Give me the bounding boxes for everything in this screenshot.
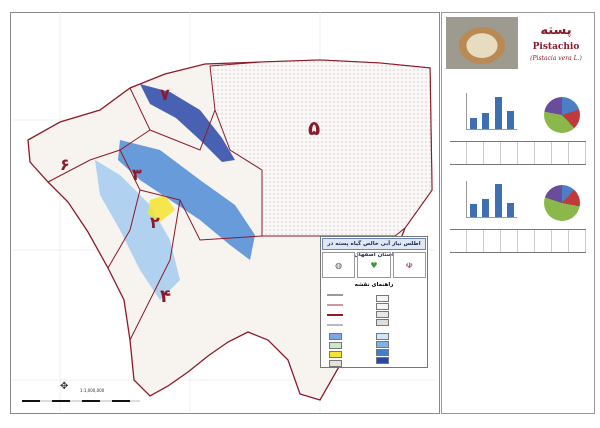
logos: ◍ ♥ ☫ — [322, 252, 426, 278]
legend-line-zone — [327, 314, 343, 316]
bar — [507, 202, 515, 217]
legend-line-boundary — [327, 304, 343, 306]
zone-5-dotted-area — [209, 59, 433, 237]
legend-line-road — [327, 294, 343, 296]
zone-label-4: ۴ — [160, 286, 171, 307]
info-panel: پسته Pistachio (Pistacia vera L.) — [441, 12, 595, 414]
legend-swatch — [329, 342, 342, 349]
bar — [482, 199, 490, 217]
legend-swatch — [376, 341, 389, 348]
map-legend: اطلس نیاز آبی خالص گیاه پسته در استان اص… — [320, 236, 428, 368]
pie-chart-1 — [544, 97, 580, 133]
legend-heading: راهنمای نقشه — [354, 282, 394, 288]
bar — [507, 111, 515, 129]
atlas-title: اطلس نیاز آبی خالص گیاه پسته در استان اص… — [322, 238, 426, 258]
pistachio-area — [148, 195, 175, 222]
zone-label-3: ۳ — [132, 165, 142, 184]
water-need-band-light — [95, 160, 180, 300]
zone-boundaries — [47, 87, 263, 341]
scale-text: 1:1,000,000 — [80, 388, 105, 393]
bar — [494, 96, 502, 129]
bar — [469, 118, 477, 129]
legend-swatch — [376, 311, 389, 318]
globe-logo-icon: ◍ — [322, 252, 356, 278]
bar — [482, 112, 490, 129]
pistachio-photo — [446, 17, 518, 69]
legend-swatch — [329, 360, 342, 367]
bar — [469, 204, 477, 217]
bar-chart-1 — [466, 93, 517, 130]
legend-swatch — [376, 319, 389, 326]
crop-name-fa: پسته — [540, 23, 572, 38]
legend-swatch — [376, 303, 389, 310]
legend-swatch — [376, 333, 389, 340]
crop-name-en: Pistachio — [532, 42, 580, 52]
chart-block-1 — [446, 85, 590, 169]
legend-swatch — [376, 349, 389, 356]
legend-swatch — [329, 351, 342, 358]
scale-bar — [22, 400, 140, 402]
zone-label-5: ۵ — [308, 116, 320, 140]
legend-swatch — [376, 357, 389, 364]
pie-chart-2 — [544, 185, 580, 221]
data-table-1 — [450, 141, 586, 165]
legend-swatch — [329, 333, 342, 340]
water-need-band-dark — [140, 84, 235, 162]
leaf-logo-icon: ♥ — [357, 252, 391, 278]
legend-line-river — [327, 324, 343, 326]
emblem-icon: ☫ — [392, 252, 426, 278]
crop-scientific-name: (Pistacia vera L.) — [530, 55, 582, 62]
north-arrow-icon: ✥ — [60, 381, 69, 392]
bar — [494, 183, 502, 217]
zone-label-2: ۲ — [150, 213, 160, 232]
bar-chart-2 — [466, 181, 517, 218]
chart-block-2 — [446, 173, 590, 257]
data-table-2 — [450, 229, 586, 253]
water-need-band-mid — [118, 140, 255, 260]
zone-label-7: ۷ — [160, 85, 170, 104]
zone-label-6: ۶ — [60, 155, 70, 174]
legend-swatch — [376, 295, 389, 302]
